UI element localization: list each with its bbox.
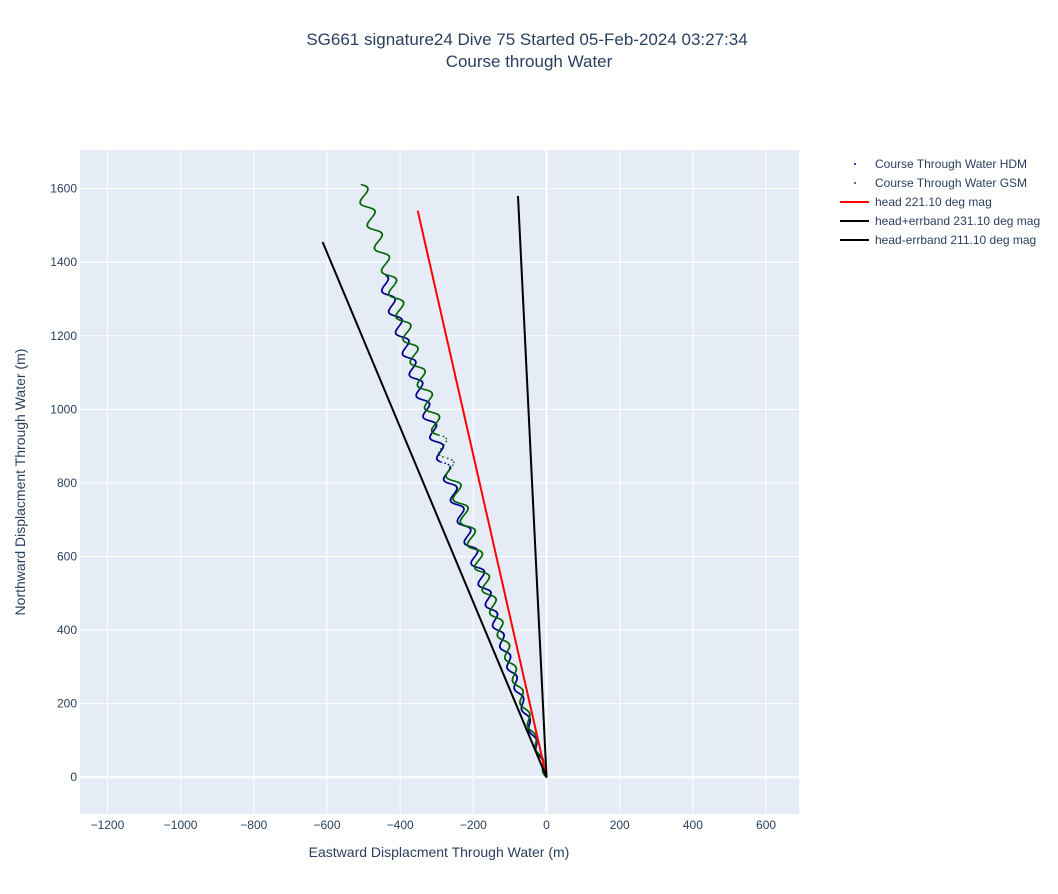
legend-item[interactable]: head-errband 211.10 deg mag xyxy=(840,233,1036,247)
x-tick-label: 600 xyxy=(756,818,776,832)
y-tick-label: 1400 xyxy=(50,255,77,269)
track-point xyxy=(449,467,452,470)
y-axis-ticks: 0 200 400 600 800 1000 1200 1400 1600 xyxy=(50,182,77,785)
x-tick-label: −800 xyxy=(240,818,267,832)
y-tick-label: 800 xyxy=(57,476,77,490)
x-tick-label: −600 xyxy=(313,818,340,832)
chart-title: SG661 signature24 Dive 75 Started 05-Feb… xyxy=(306,30,747,71)
track-point xyxy=(446,457,449,460)
track-point xyxy=(443,444,445,446)
track-point xyxy=(442,456,444,458)
track-point xyxy=(444,462,447,465)
y-tick-label: 200 xyxy=(57,697,77,711)
line-head-errband-231-10-deg-mag xyxy=(321,241,548,778)
legend-item[interactable]: Course Through Water GSM xyxy=(854,176,1027,190)
track-point xyxy=(442,435,445,438)
x-axis-title: Eastward Displacment Through Water (m) xyxy=(309,844,570,860)
legend-item[interactable]: head 221.10 deg mag xyxy=(840,195,992,209)
x-tick-label: −200 xyxy=(460,818,487,832)
legend-label: head+errband 231.10 deg mag xyxy=(875,214,1040,228)
legend-item[interactable]: Course Through Water HDM xyxy=(854,157,1027,171)
x-tick-label: 200 xyxy=(610,818,630,832)
plot-area[interactable] xyxy=(80,150,799,814)
legend-label: Course Through Water HDM xyxy=(875,157,1027,171)
track-point xyxy=(360,183,363,186)
legend-item[interactable]: head+errband 231.10 deg mag xyxy=(840,214,1040,228)
x-tick-label: −1200 xyxy=(91,818,125,832)
track-point xyxy=(452,461,455,464)
legend-label: head 221.10 deg mag xyxy=(875,195,992,209)
legend-swatch-marker xyxy=(854,163,856,165)
track-point xyxy=(440,461,443,463)
y-tick-label: 600 xyxy=(57,549,77,563)
y-tick-label: 0 xyxy=(70,770,77,784)
legend-label: head-errband 211.10 deg mag xyxy=(875,233,1036,247)
line-head-221-10-deg-mag xyxy=(416,210,548,778)
chart-subtitle: Course through Water xyxy=(446,52,613,71)
track-point xyxy=(438,451,440,454)
grid-lines xyxy=(80,150,799,814)
x-axis-ticks: −1200 −1000 −800 −600 −400 −200 0 200 400 600 xyxy=(91,818,777,832)
track-point xyxy=(438,454,441,457)
x-tick-label: −400 xyxy=(387,818,414,832)
y-tick-label: 1600 xyxy=(50,182,77,196)
y-tick-label: 1200 xyxy=(50,329,77,343)
track-point xyxy=(449,465,452,468)
y-tick-label: 1000 xyxy=(50,402,77,416)
track-point xyxy=(450,459,453,461)
track-point xyxy=(445,440,448,443)
legend-label: Course Through Water GSM xyxy=(875,176,1027,190)
legend-swatch-marker xyxy=(854,182,856,184)
x-tick-label: 0 xyxy=(543,818,550,832)
line-head-errband-211-10-deg-mag xyxy=(516,195,548,778)
x-tick-label: −1000 xyxy=(164,818,198,832)
x-tick-label: 400 xyxy=(683,818,703,832)
track-point xyxy=(452,464,454,467)
track-point xyxy=(445,437,448,440)
track-point xyxy=(439,448,442,450)
series-layer xyxy=(321,183,548,779)
y-axis-title: Northward Displacment Through Water (m) xyxy=(12,349,28,616)
y-tick-label: 400 xyxy=(57,623,77,637)
chart-title-line1: SG661 signature24 Dive 75 Started 05-Feb… xyxy=(306,30,747,49)
legend[interactable]: Course Through Water HDM Course Through W… xyxy=(840,157,1040,247)
track-point xyxy=(447,463,450,466)
